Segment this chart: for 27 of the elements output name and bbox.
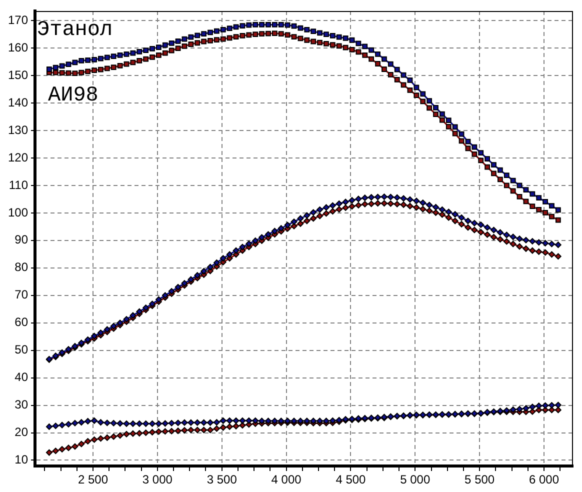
y-tick-label: 160 bbox=[8, 40, 28, 54]
x-tick-label: 4 500 bbox=[336, 472, 366, 487]
x-tick-label: 6 000 bbox=[528, 472, 560, 487]
y-tick-label: 10 bbox=[14, 452, 28, 467]
x-tick-label: 2 500 bbox=[78, 472, 108, 487]
y-tick-label: 70 bbox=[14, 288, 28, 302]
x-tick-label: 5 000 bbox=[400, 472, 430, 487]
y-tick-label: 60 bbox=[14, 315, 28, 330]
series-label: АИ98 bbox=[48, 84, 98, 108]
y-tick-label: 30 bbox=[14, 398, 28, 412]
y-tick-label: 20 bbox=[14, 425, 28, 440]
y-tick-label: 130 bbox=[8, 122, 28, 137]
y-tick-label: 100 bbox=[8, 205, 28, 220]
x-tick-label: 3 000 bbox=[142, 472, 173, 487]
y-tick-label: 50 bbox=[14, 342, 28, 357]
x-tick-label: 5 500 bbox=[464, 472, 495, 487]
y-tick-label: 90 bbox=[14, 232, 28, 247]
x-tick-label: 4 000 bbox=[271, 472, 302, 487]
y-tick-label: 120 bbox=[8, 150, 28, 164]
series-label: Этанол bbox=[37, 19, 113, 42]
y-tick-label: 170 bbox=[8, 12, 28, 27]
y-tick-label: 150 bbox=[8, 68, 28, 82]
x-tick-label: 3 500 bbox=[206, 472, 238, 487]
y-tick-label: 80 bbox=[14, 260, 28, 274]
y-tick-label: 140 bbox=[8, 95, 28, 110]
y-tick-label: 110 bbox=[8, 178, 28, 192]
y-tick-label: 40 bbox=[14, 370, 28, 384]
